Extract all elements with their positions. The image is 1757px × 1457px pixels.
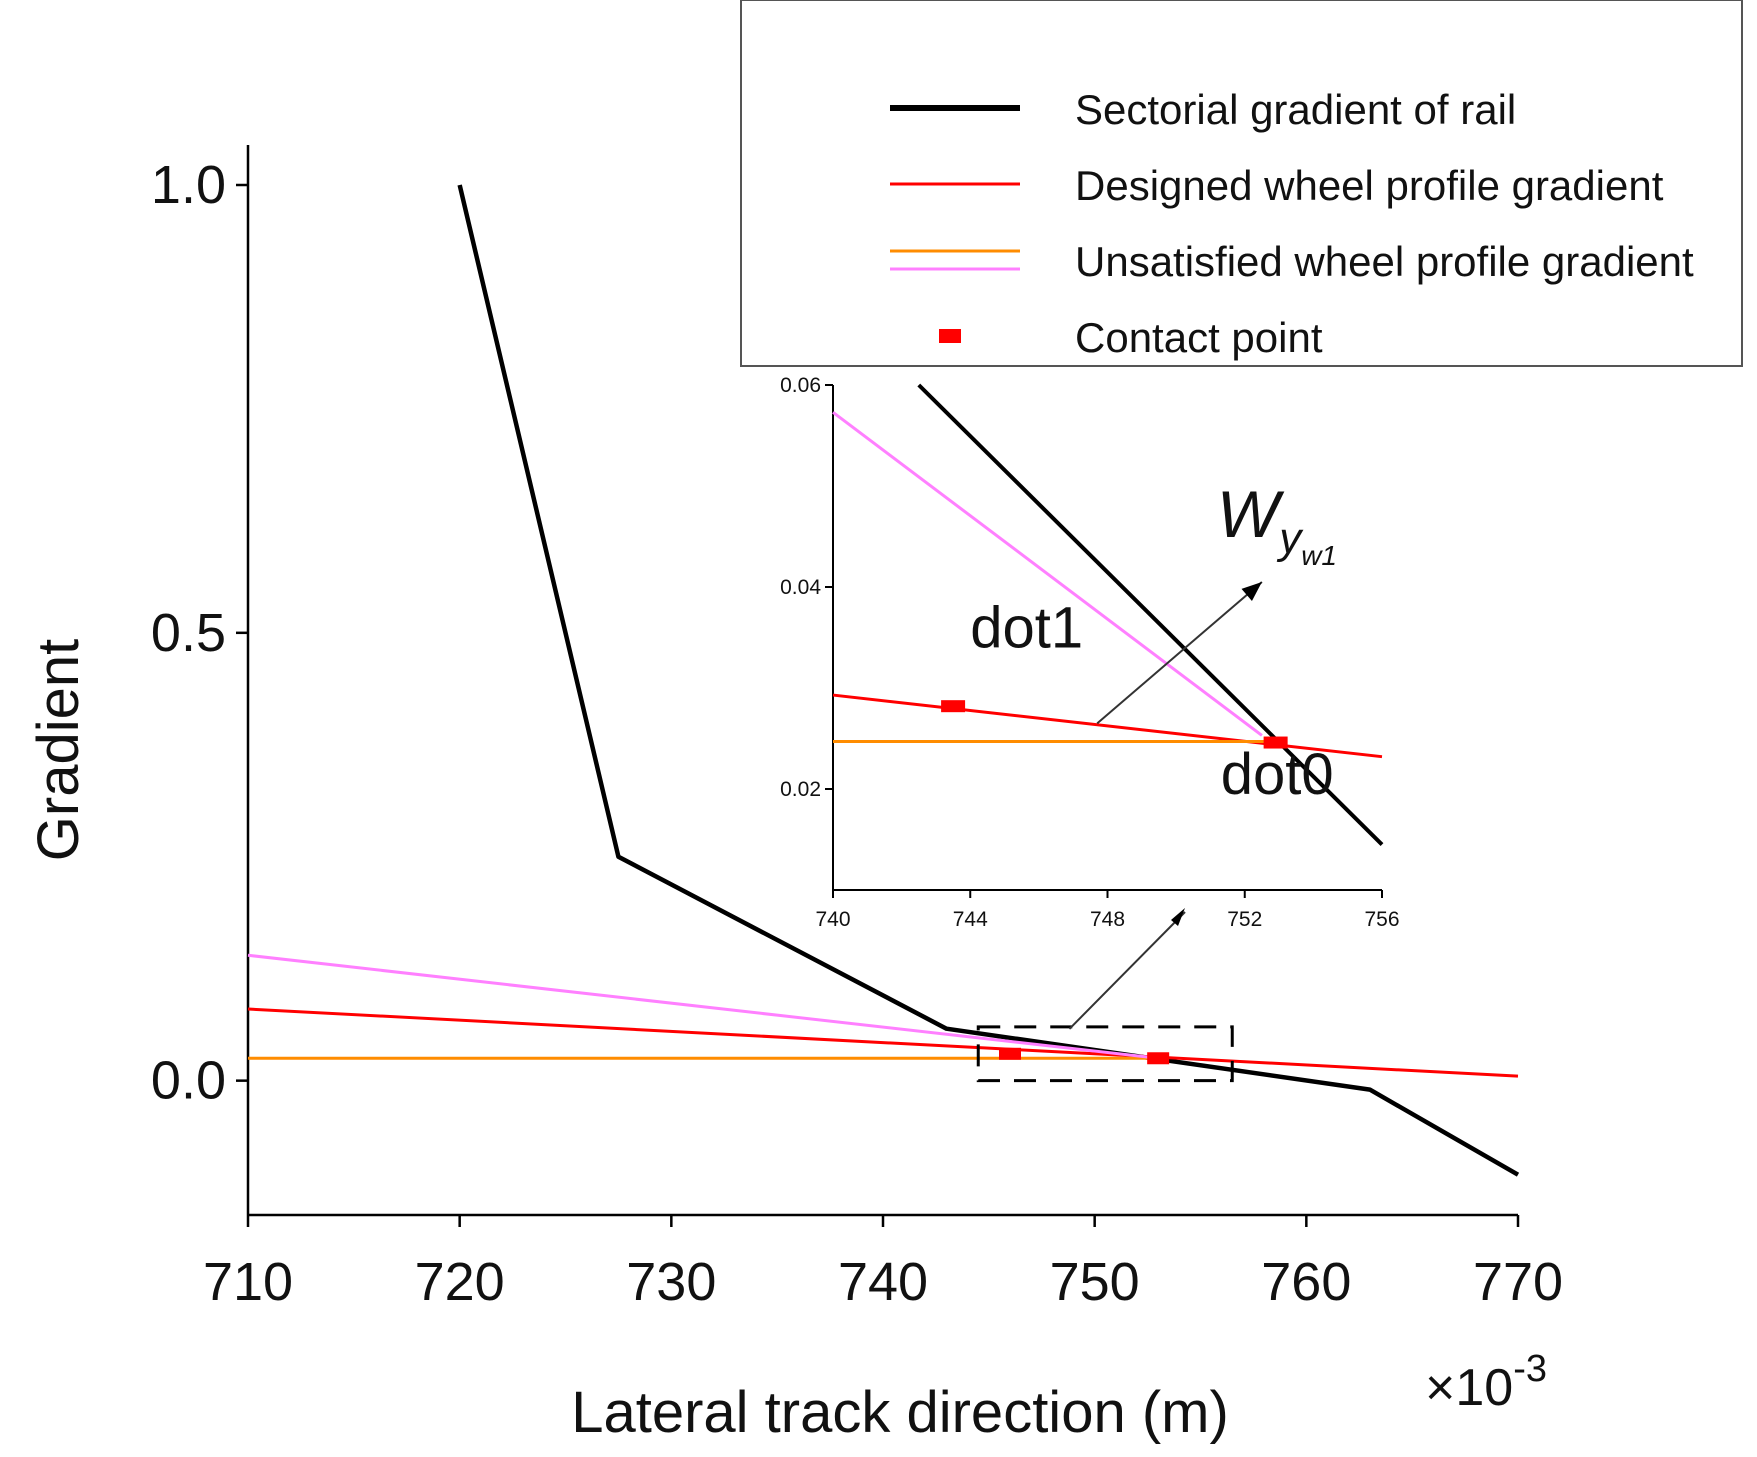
x-tick-label: 740 (838, 1252, 928, 1312)
inset-x-tick-label: 748 (1090, 908, 1125, 931)
legend-label: Unsatisfied wheel profile gradient (1075, 238, 1694, 285)
x-tick-label: 720 (415, 1252, 505, 1312)
inset-x-tick-label: 744 (953, 908, 988, 931)
zoom-region-box (976, 1025, 1234, 1083)
inset-y-tick-label: 0.06 (780, 374, 821, 397)
legend: Sectorial gradient of rail Designed wheel… (740, 0, 1743, 367)
normal-vector-arrowhead (1241, 581, 1262, 602)
legend-marker (939, 329, 961, 343)
inset-x-tick-label: 752 (1227, 908, 1262, 931)
x-tick-label: 770 (1473, 1252, 1563, 1312)
x-axis-title: Lateral track direction (m) (571, 1380, 1229, 1445)
y-tick-label: 0.0 (151, 1051, 226, 1111)
inset-y-tick-label: 0.04 (780, 576, 821, 599)
legend-label: Contact point (1075, 314, 1323, 361)
x-tick-label: 710 (203, 1252, 293, 1312)
contact-point-marker (999, 1047, 1021, 1060)
x-multiplier: ×10-3 (1425, 1348, 1547, 1417)
annotation-dot0: dot0 (1221, 742, 1334, 807)
y-tick-label: 0.5 (151, 603, 226, 663)
contact-point-marker (1147, 1052, 1170, 1065)
arrow-label-subsub: w1 (1301, 540, 1337, 571)
x-multiplier-base: ×10 (1425, 1359, 1513, 1417)
legend-label: Sectorial gradient of rail (1075, 86, 1516, 133)
inset-series-line-unsatisfied-wheel-profile-gradient-violet- (832, 411, 1263, 737)
inset-x-tick-label: 740 (815, 908, 850, 931)
series-line-designed-wheel-profile-gradient (247, 1007, 1519, 1078)
inset-background (833, 385, 1382, 890)
inset-series-line-designed-wheel-profile-gradient (832, 693, 1383, 759)
zoom-connector-arrowhead (1171, 908, 1185, 926)
annotation-dot1: dot1 (970, 596, 1083, 661)
inset-axes: 740 744 748 752 756 0.02 0.04 0.06 (780, 374, 1399, 931)
normal-vector-arrow-line (1096, 581, 1263, 725)
inset-y-tick-label: 0.02 (780, 778, 821, 801)
main-axes: 710 720 730 740 750 760 770 0.0 0.5 1.0 (151, 145, 1563, 1312)
series-line-sectorial-gradient-of-rail (457, 184, 1520, 1177)
inset-contact-point-marker (1263, 736, 1288, 749)
x-tick-label: 730 (626, 1252, 716, 1312)
zoom-box-group (976, 908, 1234, 1083)
inset-chart: 740 744 748 752 756 0.02 0.04 0.06 dot1 dot0 Wyw1 (780, 374, 1399, 931)
zoom-connector-line (1068, 911, 1186, 1030)
x-tick-label: 750 (1050, 1252, 1140, 1312)
y-axis-title: Gradient (26, 639, 91, 861)
arrow-label-w: Wyw1 (1217, 477, 1337, 571)
inset-x-tick-label: 756 (1364, 908, 1399, 931)
y-tick-label: 1.0 (151, 155, 226, 215)
main-series-group (247, 184, 1520, 1177)
arrow-label-base: W (1217, 477, 1285, 551)
x-multiplier-exponent: -3 (1513, 1348, 1547, 1390)
inset-annotations: dot1 dot0 Wyw1 (970, 477, 1337, 807)
arrow-label-sub: y (1276, 514, 1304, 563)
inset-series-line-sectorial-gradient-of-rail (917, 383, 1384, 846)
legend-label: Designed wheel profile gradient (1075, 162, 1664, 209)
x-tick-label: 760 (1261, 1252, 1351, 1312)
inset-contact-point-marker (941, 700, 966, 713)
inset-series-group (832, 383, 1384, 846)
series-line-unsatisfied-wheel-profile-gradient-violet- (247, 953, 1159, 1060)
